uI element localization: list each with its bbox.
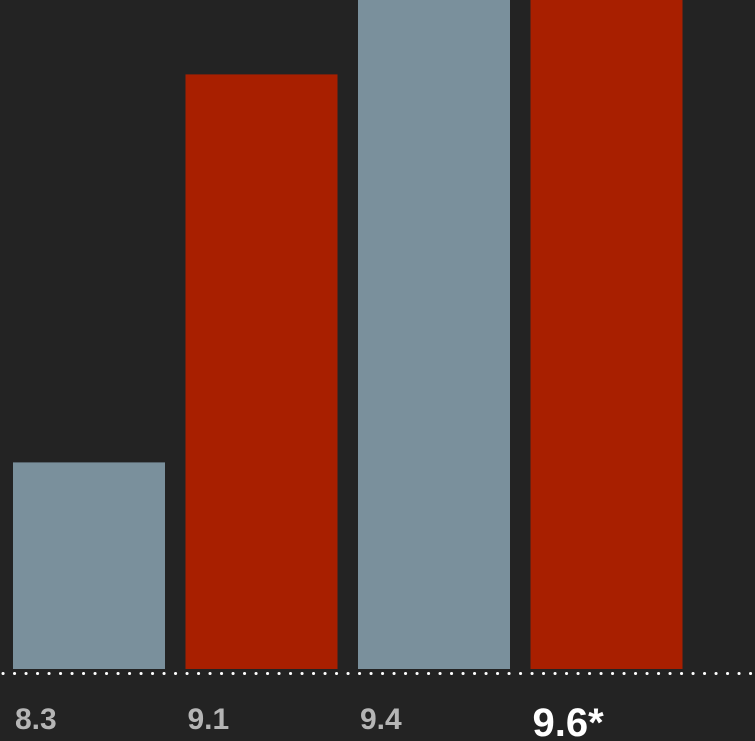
tick-label-3: 9.4 — [360, 703, 402, 736]
tick-label-4: 9.6* — [533, 701, 605, 741]
labels-group: 8.3 9.1 9.4 9.6* — [15, 701, 604, 741]
bar-4 — [530, 0, 683, 669]
tick-label-2: 9.1 — [188, 703, 230, 736]
bar-3 — [358, 0, 510, 669]
tick-label-1: 8.3 — [15, 703, 57, 736]
bar-2 — [185, 74, 338, 669]
bar-1 — [13, 462, 165, 669]
bars-group — [13, 0, 683, 669]
